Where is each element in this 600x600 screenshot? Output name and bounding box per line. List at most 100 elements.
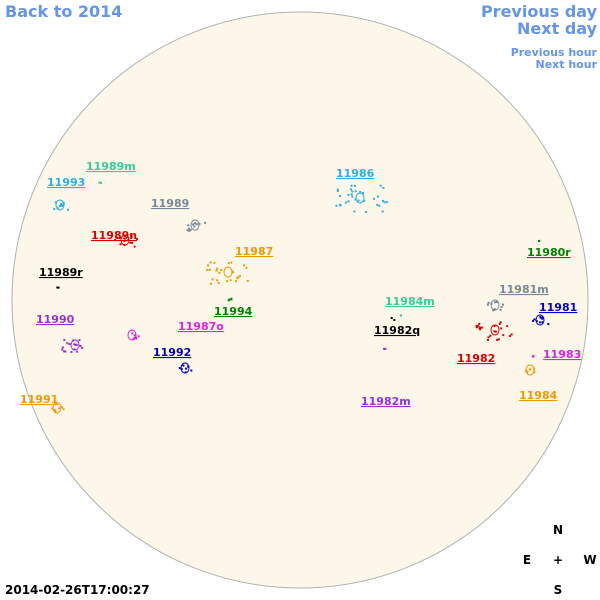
sunspot	[56, 207, 59, 210]
region-label[interactable]: 11987o	[178, 320, 224, 333]
sunspot	[479, 328, 482, 331]
sunspot	[336, 188, 339, 191]
sunspot	[119, 236, 122, 239]
sunspot	[399, 314, 402, 317]
sunspot	[381, 210, 384, 213]
sunspot	[379, 184, 382, 187]
region-label[interactable]: 11982m	[361, 395, 411, 408]
sunspot	[475, 324, 478, 327]
sunspot	[63, 338, 66, 341]
sunspot-contour	[490, 324, 500, 336]
sunspot	[130, 235, 133, 238]
region-label[interactable]: 11980r	[527, 246, 571, 259]
sunspot	[499, 308, 502, 311]
sunspot-contour	[190, 219, 200, 231]
sunspot	[492, 309, 495, 312]
sunspot	[359, 191, 362, 194]
sunspot	[238, 275, 241, 278]
region-label[interactable]: 11992	[153, 346, 191, 359]
sunspot	[216, 267, 219, 270]
sunspot	[217, 282, 220, 285]
region-label[interactable]: 11982	[457, 352, 495, 365]
sunspot	[531, 355, 534, 358]
region-label[interactable]: 11989m	[86, 160, 136, 173]
sunspot	[335, 204, 338, 207]
sunspot	[528, 368, 531, 371]
sunspot	[350, 193, 353, 196]
sunspot	[227, 298, 230, 301]
region-label[interactable]: 11991	[20, 393, 58, 406]
sunspot	[494, 308, 497, 311]
region-label[interactable]: 11984m	[385, 295, 435, 308]
sunspot-contour	[490, 299, 500, 311]
sunspot-contour	[180, 362, 190, 374]
sunspot	[189, 228, 192, 231]
sunspot	[198, 222, 201, 225]
next-day-link[interactable]: Next day	[517, 19, 598, 38]
sunspot	[235, 280, 238, 283]
sunspot	[362, 191, 365, 194]
region-label[interactable]: 11984	[519, 389, 558, 402]
back-year-link[interactable]: Back to 2014	[5, 2, 122, 21]
region-label[interactable]: 11982q	[374, 324, 420, 337]
sunspot	[119, 243, 122, 246]
sunspot	[180, 368, 183, 371]
sunspot	[51, 407, 54, 410]
sunspot	[532, 319, 535, 322]
sunspot	[373, 197, 376, 200]
sunspot	[230, 297, 233, 300]
sunspot	[78, 339, 81, 342]
region-label[interactable]: 11987	[235, 245, 273, 258]
sunspot	[70, 351, 73, 354]
sunspot	[206, 268, 209, 271]
sunspot	[336, 189, 339, 192]
sunspot	[364, 211, 367, 214]
sunspot	[123, 235, 126, 238]
region-label[interactable]: 11981m	[499, 283, 549, 296]
region-label[interactable]: 11989	[151, 197, 189, 210]
region-label[interactable]: 11989n	[91, 229, 137, 242]
sunspot	[60, 406, 63, 409]
compass-south: S	[554, 583, 563, 597]
region-label[interactable]: 11990	[36, 313, 75, 326]
compass-north: N	[553, 523, 563, 537]
region-label[interactable]: 11981	[539, 301, 577, 314]
region-label[interactable]: 11989r	[39, 266, 83, 279]
sunspot	[376, 203, 379, 206]
sunspot	[501, 303, 504, 306]
sunspots	[51, 181, 550, 414]
region-label[interactable]: 11993	[47, 176, 85, 189]
sunspot	[186, 229, 189, 232]
sunspot	[477, 325, 480, 328]
sunspot	[500, 327, 503, 330]
previous-day-link[interactable]: Previous day	[481, 2, 598, 21]
sunspot	[187, 224, 190, 227]
sunspot	[98, 181, 101, 184]
region-label[interactable]: 11983	[543, 348, 581, 361]
sunspot	[475, 326, 478, 329]
sunspot	[182, 364, 185, 367]
next-hour-link[interactable]: Next hour	[536, 58, 598, 71]
sunspot	[486, 338, 489, 341]
sunspot	[132, 337, 135, 340]
sunspot	[351, 190, 354, 193]
sunspot	[538, 321, 541, 324]
region-label[interactable]: 11986	[336, 167, 375, 180]
sunspot	[76, 350, 79, 353]
sunspot	[541, 321, 544, 324]
sunspot	[353, 210, 356, 213]
sunspot	[502, 334, 505, 337]
previous-hour-link[interactable]: Previous hour	[511, 46, 598, 59]
region-label[interactable]: 11994	[214, 305, 253, 318]
sunspot	[193, 225, 196, 228]
sunspot	[493, 301, 496, 304]
sunspot	[61, 346, 64, 349]
sunspot-contour	[223, 266, 233, 278]
sunspot	[133, 245, 136, 248]
compass-center: +	[553, 553, 563, 567]
sunspot	[350, 184, 353, 187]
sunspot	[495, 300, 498, 303]
sunspot	[500, 306, 503, 309]
sunspot	[67, 208, 70, 211]
sunspot-contour	[355, 192, 365, 204]
